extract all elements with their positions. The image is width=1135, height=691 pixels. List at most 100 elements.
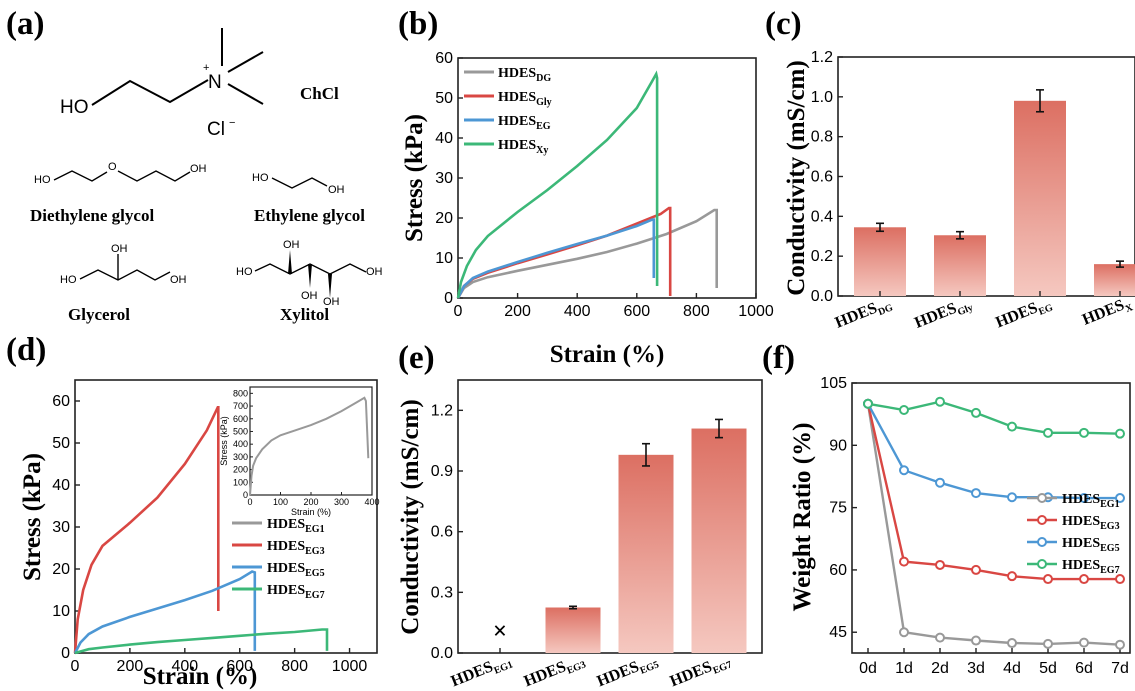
series-line-eg5	[73, 570, 257, 654]
y-tick-label: 0.0	[811, 288, 833, 305]
panel-f-letter: (f)	[762, 340, 795, 376]
glycerol-structure: HO OH OH Glycerol	[60, 243, 187, 324]
y-axis-title: Conductivity (mS/cm)	[783, 60, 810, 295]
legend-marker-eg3	[1037, 515, 1047, 525]
chcl-ho-label: HO	[60, 97, 89, 118]
data-point-eg1	[1007, 638, 1017, 649]
bar-eg	[1014, 100, 1066, 296]
chcl-methyl-right	[227, 51, 264, 73]
diethylene-glycol-structure: HO O OH Diethylene glycol	[30, 161, 207, 225]
panel-a-letter: (a)	[6, 6, 44, 42]
y-tick-label: 10	[52, 603, 70, 620]
panel-d-letter: (d)	[6, 332, 46, 368]
series-line-eg1	[866, 403, 1121, 646]
y-tick-label: 0	[61, 645, 70, 662]
bar-gly	[934, 235, 986, 296]
data-point-eg1	[1079, 637, 1089, 648]
x-tick-label: 1000	[332, 658, 368, 675]
xy-ho-label: HO	[236, 266, 253, 278]
data-point-eg1	[899, 627, 909, 638]
inset-x-tick-label: 400	[364, 497, 379, 507]
category-label-eg: HDESEG	[993, 294, 1054, 334]
chart-e-frame	[457, 379, 763, 654]
y-tick-label: 45	[829, 624, 847, 641]
inset-y-tick-label: 0	[243, 490, 248, 500]
data-point-eg3	[1043, 574, 1053, 585]
y-tick-label: 30	[435, 170, 453, 187]
legend-label-eg3: HDESEG3	[267, 539, 325, 557]
x-tick-label: 6d	[1075, 660, 1093, 677]
x-tick-label: 0d	[859, 660, 877, 677]
x-tick-label: 400	[171, 658, 198, 675]
x-tick-label: 0	[71, 658, 80, 675]
y-tick-label: 1.0	[811, 89, 833, 106]
dg-oh-label: OH	[190, 163, 207, 175]
inset-y-tick-label: 700	[233, 401, 248, 411]
xy-oh-top-label: OH	[283, 239, 300, 251]
data-point-eg7	[863, 398, 873, 409]
y-tick-label: 0.9	[431, 463, 453, 480]
x-tick-label: 1d	[895, 660, 913, 677]
data-point-eg5	[971, 488, 981, 499]
chcl-methyl-down	[227, 83, 264, 105]
y-tick-label: 90	[829, 437, 847, 454]
y-tick-label: 1.2	[431, 402, 453, 419]
inset-y-tick-label: 400	[233, 439, 248, 449]
chart-c-conductivity: 0.0 0.2 0.4 0.6 0.8 1.0 1.2 HDESDG HDESGly HDESEG…	[783, 49, 1135, 334]
xylitol-structure: HO OH OH OH OH Xylitol	[236, 239, 383, 324]
x-tick-label: 800	[281, 658, 308, 675]
data-point-eg5	[1007, 492, 1017, 503]
data-point-eg5	[1079, 493, 1089, 504]
data-point-eg1	[1115, 639, 1125, 650]
x-tick-label: 3d	[967, 660, 985, 677]
dg-right-bonds	[117, 170, 191, 182]
bar-eg3	[545, 607, 601, 653]
category-label-eg5: HDESEG5	[595, 651, 661, 691]
panel-e-letter: (e)	[398, 340, 435, 376]
legend-label-eg: HDESEG	[498, 114, 551, 132]
x-tick-label: 400	[564, 303, 591, 320]
chcl-name: ChCl	[300, 84, 339, 103]
chart-f-frame	[851, 382, 1131, 654]
xy-oh-bottom-2-label: OH	[323, 296, 340, 308]
inset-series-line-eg1	[249, 396, 370, 496]
inset-x-tick-label: 200	[303, 497, 318, 507]
series-line-eg7	[867, 400, 1121, 435]
gly-oh-right-label: OH	[170, 274, 187, 286]
data-point-eg5	[1115, 493, 1125, 504]
y-tick-label: 105	[820, 375, 847, 392]
y-axis-title: Stress (kPa)	[19, 453, 46, 581]
chart-f-weight-ratio: 45 60 75 90 105 0d 1d 2d 3d 4d 5d 6d 7d HDESEG1 HDESEG…	[789, 375, 1131, 677]
data-point-eg3	[1007, 571, 1017, 582]
x-tick-label: 7d	[1111, 660, 1129, 677]
y-tick-label: 10	[435, 250, 453, 267]
y-tick-label: 0.3	[431, 584, 453, 601]
y-axis-title: Stress (kPa)	[401, 114, 428, 242]
bar-x	[1094, 264, 1135, 296]
data-point-eg3	[935, 559, 945, 570]
series-line-eg	[456, 218, 656, 299]
xy-wedge-down-1	[308, 264, 312, 288]
y-tick-label: 30	[52, 519, 70, 536]
y-tick-label: 0.6	[811, 169, 833, 186]
series-line-eg3	[866, 403, 1120, 581]
data-point-eg7	[1115, 428, 1125, 439]
series-line-xy	[456, 70, 659, 299]
legend-label-gly: HDESGly	[498, 90, 552, 108]
bar-eg5	[618, 454, 674, 653]
inset-y-tick-label: 200	[233, 465, 248, 475]
inset-y-tick-label: 500	[233, 426, 248, 436]
chcl-cl-label: Cl	[207, 119, 225, 140]
y-tick-label: 75	[829, 500, 847, 517]
xy-oh-bottom-1-label: OH	[301, 290, 318, 302]
legend-label-eg5: HDESEG5	[267, 561, 325, 579]
ethylene-glycol-structure: HO OH Ethylene glycol	[252, 172, 365, 225]
series-line-eg7	[74, 628, 329, 655]
y-axis-title: Conductivity (mS/cm)	[397, 399, 424, 634]
inset-x-tick-label: 300	[334, 497, 349, 507]
xy-oh-right-label: OH	[366, 266, 383, 278]
chcl-n-label: N	[208, 72, 222, 93]
y-tick-label: 40	[435, 130, 453, 147]
